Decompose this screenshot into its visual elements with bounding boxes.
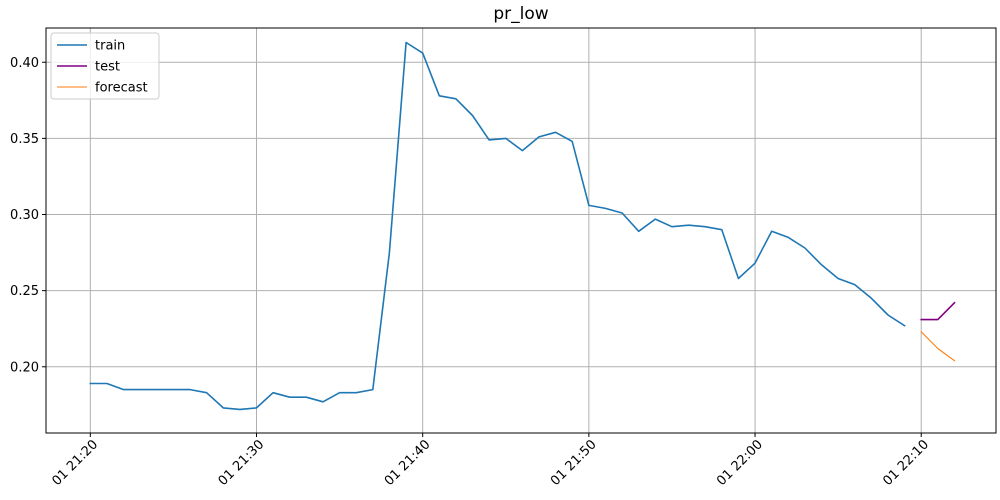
y-tick-label: 0.25 bbox=[10, 284, 39, 299]
x-tick-label: 01 21:40 bbox=[382, 437, 434, 489]
legend-label-forecast: forecast bbox=[95, 81, 148, 96]
x-tick-label: 01 22:10 bbox=[880, 437, 932, 489]
y-tick-label: 0.40 bbox=[10, 56, 39, 71]
series-line-forecast bbox=[920, 331, 956, 362]
y-tick-label: 0.20 bbox=[10, 360, 39, 375]
x-tick-label: 01 21:50 bbox=[548, 437, 600, 489]
grid-layer bbox=[46, 28, 996, 433]
y-tick-label: 0.30 bbox=[10, 208, 39, 223]
x-tick-label: 01 22:00 bbox=[714, 437, 766, 489]
legend-label-test: test bbox=[95, 60, 120, 75]
x-tick-label: 01 21:30 bbox=[216, 437, 268, 489]
legend-label-train: train bbox=[95, 39, 125, 54]
series-line-train bbox=[89, 41, 906, 411]
series-line-test bbox=[920, 301, 956, 321]
chart-title: pr_low bbox=[493, 4, 548, 24]
legend: train test forecast bbox=[50, 32, 160, 100]
axes-frame bbox=[45, 27, 997, 434]
legend-box bbox=[50, 32, 160, 100]
tick-layer: 01 21:20 01 21:30 01 21:40 01 21:50 01 22:00… bbox=[10, 56, 932, 489]
series-layer bbox=[89, 41, 956, 411]
y-tick-label: 0.35 bbox=[10, 132, 39, 147]
x-tick-label: 01 21:20 bbox=[49, 437, 101, 489]
